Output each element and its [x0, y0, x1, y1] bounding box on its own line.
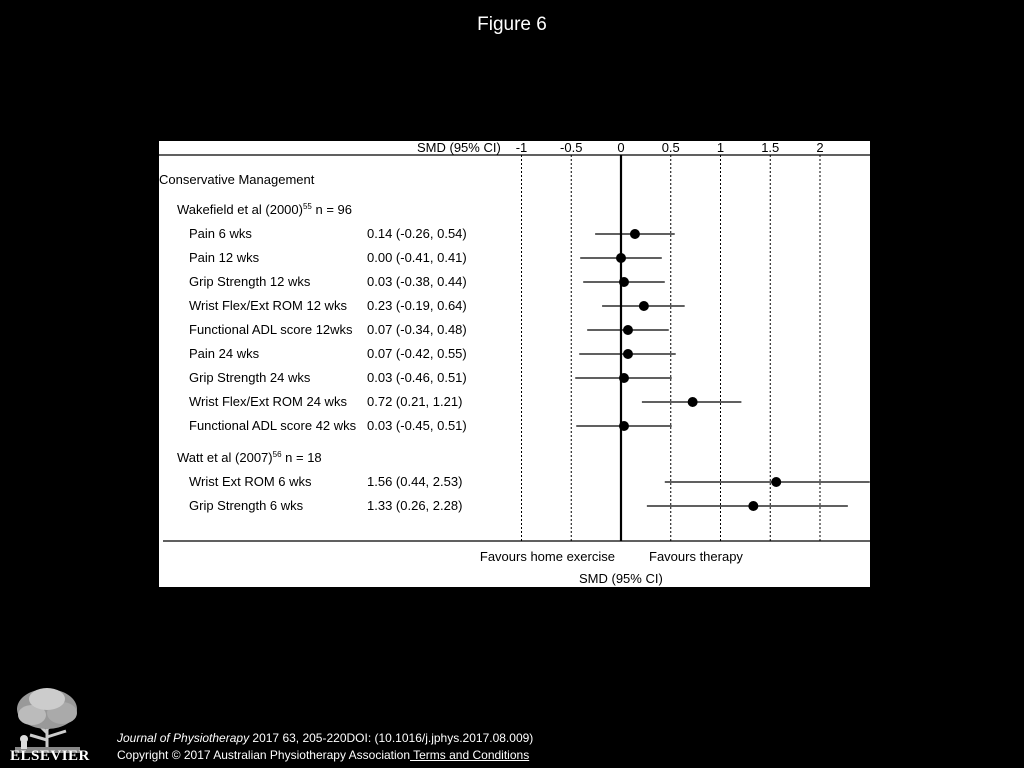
ci-text: 0.07 (-0.34, 0.48): [367, 322, 467, 337]
effect-point: [618, 373, 629, 383]
x-tick-label: 0: [617, 141, 624, 155]
effect-point: [618, 421, 629, 431]
outcome-label: Pain 6 wks: [189, 226, 252, 241]
outcome-label: Pain 12 wks: [189, 250, 260, 265]
effect-points: [616, 229, 782, 511]
header-smd-label: SMD (95% CI): [417, 141, 501, 155]
outcome-label: Wrist Flex/Ext ROM 12 wks: [189, 298, 347, 313]
outcome-label: Pain 24 wks: [189, 346, 260, 361]
x-tick-label: 0.5: [662, 141, 680, 155]
effect-point: [687, 397, 698, 407]
ci-text: 0.07 (-0.42, 0.55): [367, 346, 467, 361]
outcome-label: Grip Strength 24 wks: [189, 370, 311, 385]
x-tick-label: -0.5: [560, 141, 582, 155]
outcome-label: Wrist Ext ROM 6 wks: [189, 474, 312, 489]
ci-text: 1.33 (0.26, 2.28): [367, 498, 462, 513]
study-n: n = 18: [282, 450, 322, 465]
favours-left-label: Favours home exercise: [480, 549, 615, 564]
ci-text: 0.14 (-0.26, 0.54): [367, 226, 467, 241]
copyright-text: Copyright © 2017 Australian Physiotherap…: [117, 748, 411, 762]
journal-name: Journal of Physiotherapy: [117, 731, 250, 745]
ci-text: 0.00 (-0.41, 0.41): [367, 250, 467, 265]
outcome-label: Functional ADL score 12wks: [189, 322, 353, 337]
elsevier-wordmark: ELSEVIER: [10, 748, 90, 764]
section-label: Conservative Management: [159, 172, 315, 187]
ci-text: 1.56 (0.44, 2.53): [367, 474, 462, 489]
study-ref: 55: [303, 202, 312, 211]
effect-point: [638, 301, 649, 311]
ci-text: 0.03 (-0.38, 0.44): [367, 274, 467, 289]
x-tick-label: -1: [516, 141, 528, 155]
effect-point: [629, 229, 640, 239]
x-tick-label: 1: [717, 141, 724, 155]
effect-point: [616, 253, 626, 263]
x-tick-label: 2: [816, 141, 823, 155]
study-label: Wakefield et al (2000)55 n = 96: [177, 202, 352, 217]
outcome-label: Grip Strength 12 wks: [189, 274, 311, 289]
x-axis-label: SMD (95% CI): [579, 571, 663, 586]
favours-right-label: Favours therapy: [649, 549, 743, 564]
citation-line: Journal of Physiotherapy 2017 63, 205-22…: [117, 730, 533, 747]
terms-and-conditions-link[interactable]: Terms and Conditions: [410, 748, 530, 762]
forest-plot-panel: SMD (95% CI) -1 -0.5 0 0.5 1 1.5 2 Conservative …: [159, 141, 870, 587]
copyright-line: Copyright © 2017 Australian Physiotherap…: [117, 747, 533, 764]
outcome-label: Functional ADL score 42 wks: [189, 418, 357, 433]
study-ref: 56: [273, 450, 282, 459]
slide-title: Figure 6: [477, 14, 547, 35]
study-label: Watt et al (2007)56 n = 18: [177, 450, 322, 465]
ci-text: 0.03 (-0.46, 0.51): [367, 370, 467, 385]
effect-point: [618, 277, 629, 287]
ci-text: 0.03 (-0.45, 0.51): [367, 418, 467, 433]
outcome-label: Wrist Flex/Ext ROM 24 wks: [189, 394, 347, 409]
forest-plot: SMD (95% CI) -1 -0.5 0 0.5 1 1.5 2 Conservative …: [159, 141, 870, 586]
ci-text: 0.72 (0.21, 1.21): [367, 394, 462, 409]
effect-point: [771, 477, 782, 487]
effect-point: [622, 325, 633, 335]
journal-details: 2017 63, 205-220DOI: (10.1016/j.jphys.20…: [249, 731, 534, 745]
x-tick-label: 1.5: [761, 141, 779, 155]
elsevier-tree-logo: [10, 685, 85, 755]
study-name: Wakefield et al (2000): [177, 202, 303, 217]
study-name: Watt et al (2007): [177, 450, 273, 465]
study-n: n = 96: [312, 202, 352, 217]
effect-point: [748, 501, 759, 511]
confidence-intervals: [575, 233, 870, 507]
gridlines: [521, 155, 821, 541]
effect-point: [622, 349, 633, 359]
outcome-label: Grip Strength 6 wks: [189, 498, 304, 513]
citation: Journal of Physiotherapy 2017 63, 205-22…: [117, 730, 533, 764]
plot-labels: SMD (95% CI) -1 -0.5 0 0.5 1 1.5 2 Conservative …: [159, 141, 824, 586]
ci-text: 0.23 (-0.19, 0.64): [367, 298, 467, 313]
